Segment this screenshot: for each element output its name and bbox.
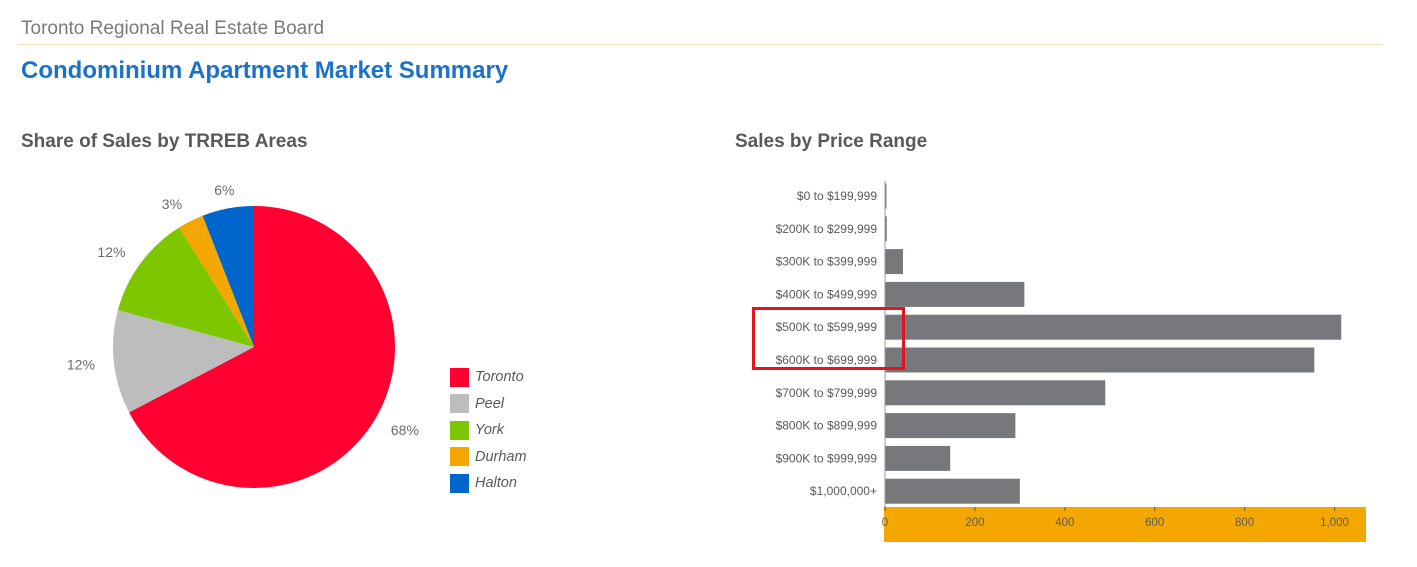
bar-800k-to-899-999 [885, 413, 1016, 439]
pie-label-durham: 3% [162, 196, 182, 212]
bar-600k-to-699-999 [885, 347, 1315, 373]
legend-swatch-halton [450, 473, 469, 493]
pie-label-peel: 12% [67, 356, 95, 372]
pie-legend: Toronto Peel York Durham Halton [450, 364, 527, 497]
bar-chart-title: Sales by Price Range [735, 131, 928, 152]
legend-label-durham: Durham [475, 448, 527, 465]
highlight-box [752, 307, 905, 370]
pie-slice-peel [112, 310, 254, 413]
header-divider [18, 44, 1382, 45]
legend-label-halton: Halton [475, 475, 517, 492]
pie-label-halton: 6% [214, 182, 234, 198]
x-axis-band [884, 507, 1366, 542]
pie-slice-toronto [129, 206, 396, 488]
pie-label-york: 12% [97, 244, 125, 260]
bar-200k-to-299-999 [885, 216, 887, 242]
category-label-700k-to-799-999: $700K to $799,999 [776, 386, 878, 400]
pie-slice-halton [202, 206, 254, 347]
bar-700k-to-799-999 [885, 380, 1106, 406]
category-label-0-to-199-999: $0 to $199,999 [797, 189, 877, 203]
bar-900k-to-999-999 [885, 445, 951, 471]
legend-swatch-peel [450, 394, 469, 414]
legend-swatch-toronto [450, 367, 469, 387]
x-tick-label-600: 600 [1145, 517, 1164, 529]
x-tick-label-0: 0 [882, 517, 888, 529]
bar-0-to-199-999 [885, 183, 887, 209]
category-label-300k-to-399-999: $300K to $399,999 [776, 255, 878, 269]
x-tick-label-200: 200 [965, 517, 984, 529]
legend-label-york: York [475, 422, 505, 439]
legend-label-peel: Peel [475, 395, 505, 412]
report-title: Condominium Apartment Market Summary [21, 57, 509, 84]
legend-item-peel: Peel [450, 391, 527, 418]
legend-item-halton: Halton [450, 470, 527, 497]
category-label-1-000-000: $1,000,000+ [810, 484, 877, 498]
category-label-800k-to-899-999: $800K to $899,999 [776, 419, 878, 433]
legend-item-durham: Durham [450, 444, 527, 471]
legend-item-york: York [450, 417, 527, 444]
x-tick-label-400: 400 [1055, 517, 1074, 529]
pie-chart-title: Share of Sales by TRREB Areas [21, 131, 308, 152]
category-label-500k-to-599-999: $500K to $599,999 [776, 320, 878, 334]
pie-slice-york [117, 227, 255, 347]
x-tick-label-1-000: 1,000 [1320, 517, 1349, 529]
org-name: Toronto Regional Real Estate Board [21, 18, 325, 39]
legend-item-toronto: Toronto [450, 364, 527, 391]
category-label-900k-to-999-999: $900K to $999,999 [776, 451, 878, 465]
legend-swatch-durham [450, 447, 469, 467]
category-label-600k-to-699-999: $600K to $699,999 [776, 353, 878, 367]
bar-1-000-000 [885, 478, 1020, 504]
legend-swatch-york [450, 420, 469, 440]
category-label-200k-to-299-999: $200K to $299,999 [776, 222, 878, 236]
pie-label-toronto: 68% [391, 422, 419, 438]
bar-500k-to-599-999 [885, 314, 1342, 340]
pie-slice-durham [179, 215, 254, 347]
category-label-400k-to-499-999: $400K to $499,999 [776, 287, 878, 301]
bar-400k-to-499-999 [885, 281, 1025, 307]
x-tick-label-800: 800 [1235, 517, 1254, 529]
bar-300k-to-399-999 [885, 249, 903, 275]
legend-label-toronto: Toronto [475, 369, 524, 386]
